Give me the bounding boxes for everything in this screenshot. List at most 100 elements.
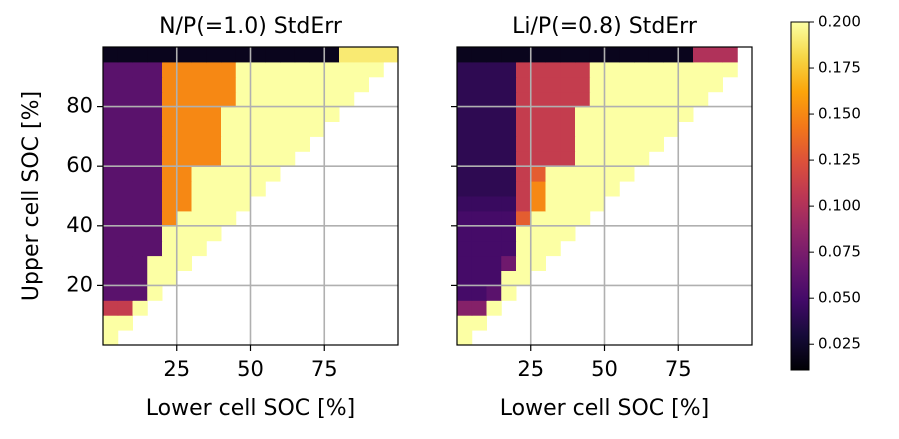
heat-cell <box>501 106 517 122</box>
heat-cell <box>457 76 473 93</box>
heat-cell <box>501 270 517 286</box>
heat-cell <box>103 106 119 122</box>
heat-cell <box>191 210 207 227</box>
heat-cell <box>575 166 591 182</box>
heat-cell <box>117 255 133 271</box>
heat-cell <box>280 91 296 108</box>
heat-cell <box>280 121 296 137</box>
colorbar-tick-label: 0.100 <box>818 197 861 215</box>
heat-cell <box>516 166 532 182</box>
heat-cell <box>501 196 517 212</box>
axes-frame <box>456 46 753 346</box>
x-tick-label: 50 <box>237 357 264 381</box>
heat-cell <box>103 136 119 152</box>
heat-cell <box>103 285 119 301</box>
heat-cell <box>221 196 237 212</box>
heat-cell <box>575 196 591 212</box>
y-axis-label: Upper cell SOC [%] <box>19 91 44 301</box>
heat-cell <box>221 76 237 93</box>
heat-cell <box>545 136 561 152</box>
heat-cell <box>132 151 148 167</box>
heat-cell <box>589 151 605 167</box>
heat-cell <box>471 121 487 137</box>
heat-cell <box>117 136 133 152</box>
heat-cell <box>132 136 148 152</box>
heat-cell <box>663 76 679 93</box>
heat-cell <box>604 76 620 93</box>
heat-cell <box>560 166 576 182</box>
heat-cell <box>471 255 487 271</box>
colorbar-tick-label: 0.150 <box>818 105 861 123</box>
heat-cell <box>634 91 650 108</box>
heat-cell <box>206 61 222 78</box>
heat-cell <box>530 121 546 137</box>
heat-cell <box>117 47 133 63</box>
heat-cell <box>560 136 576 152</box>
heat-cell <box>250 121 266 137</box>
heat-cell <box>162 166 178 182</box>
heat-cell <box>693 76 709 93</box>
heat-cell <box>516 61 532 78</box>
heat-cell <box>604 47 620 63</box>
heat-cell <box>471 76 487 93</box>
heat-cell <box>206 136 222 152</box>
heat-cell <box>619 76 635 93</box>
heat-cell <box>132 47 148 63</box>
heat-cell <box>693 47 709 63</box>
heat-cell <box>693 61 709 78</box>
heat-cell <box>560 91 576 108</box>
heat-cell <box>250 47 266 63</box>
panel-title: Li/P(=0.8) StdErr <box>512 14 698 39</box>
heat-cell <box>560 151 576 167</box>
heat-cell <box>678 106 694 122</box>
heat-cell <box>221 106 237 122</box>
heat-cell <box>516 106 532 122</box>
heat-cell <box>103 225 119 242</box>
heat-cell <box>206 121 222 137</box>
heat-cell <box>530 136 546 152</box>
heat-cell <box>147 76 163 93</box>
x-tick-label: 75 <box>311 357 338 381</box>
heat-cell <box>501 47 517 63</box>
heat-cell <box>368 47 384 63</box>
heat-cell <box>176 106 192 122</box>
heat-cell <box>648 136 664 152</box>
heat-cell <box>191 136 207 152</box>
heat-cell <box>191 76 207 93</box>
heat-cell <box>634 106 650 122</box>
heat-cell <box>103 76 119 93</box>
heat-cell <box>117 285 133 301</box>
heat-cell <box>545 106 561 122</box>
heat-cell <box>117 300 133 316</box>
heat-cell <box>176 196 192 212</box>
heat-cell <box>191 106 207 122</box>
heat-cell <box>103 270 119 286</box>
heat-cell <box>457 255 473 271</box>
heat-cell <box>294 106 310 122</box>
heat-cell <box>383 47 398 63</box>
heat-cell <box>501 240 517 257</box>
heat-cell <box>486 121 502 137</box>
heat-cell <box>516 121 532 137</box>
heat-cell <box>589 76 605 93</box>
heat-cell <box>235 91 251 108</box>
x-tick-label: 50 <box>591 357 618 381</box>
heat-cell <box>235 166 251 182</box>
heat-cell <box>457 225 473 242</box>
heat-cell <box>147 136 163 152</box>
heat-cell <box>707 76 723 93</box>
heat-cell <box>265 106 281 122</box>
heat-cell <box>162 181 178 197</box>
heat-cell <box>206 210 222 227</box>
heat-cell <box>516 76 532 93</box>
heat-cell <box>648 47 664 63</box>
heat-cell <box>619 136 635 152</box>
heat-cell <box>206 166 222 182</box>
heat-cell <box>250 181 266 197</box>
heatmap <box>103 47 398 345</box>
heat-cell <box>634 76 650 93</box>
heat-cell <box>486 285 502 301</box>
heat-cell <box>280 136 296 152</box>
heat-cell <box>176 61 192 78</box>
